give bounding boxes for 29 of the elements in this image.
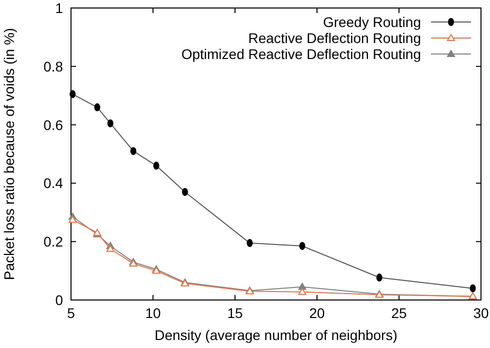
y-axis-title: Packet loss ratio because of voids (in %) [1, 28, 17, 280]
x-tick-label: 10 [145, 305, 161, 321]
point [376, 274, 382, 282]
x-axis-title: Density (average number of neighbors) [154, 327, 398, 343]
y-tick-label: 0.2 [44, 234, 64, 250]
y-tick-label: 0.6 [44, 116, 64, 133]
point [106, 244, 114, 252]
point [153, 162, 160, 170]
point [130, 147, 136, 156]
y-tick-label: 1 [55, 0, 64, 16]
point [94, 103, 100, 112]
legend-label: Reactive Deflection Routing [248, 30, 421, 46]
y-tick-label: 0.8 [44, 58, 64, 74]
point [298, 288, 306, 295]
point [107, 119, 114, 128]
legend-label: Optimized Reactive Deflection Routing [181, 46, 421, 62]
point [470, 284, 476, 292]
x-tick-label: 25 [391, 305, 407, 321]
point [299, 242, 306, 250]
y-tick-label: 0 [55, 292, 64, 308]
point [182, 188, 188, 196]
legend-label: Greedy Routing [322, 14, 421, 30]
y-tick-label: 0.4 [44, 175, 64, 192]
x-tick-label: 15 [227, 305, 243, 321]
point [70, 90, 76, 98]
point [246, 239, 253, 248]
x-tick-label: 20 [309, 305, 325, 321]
x-tick-label: 30 [473, 305, 489, 321]
x-tick-label: 5 [67, 305, 76, 321]
